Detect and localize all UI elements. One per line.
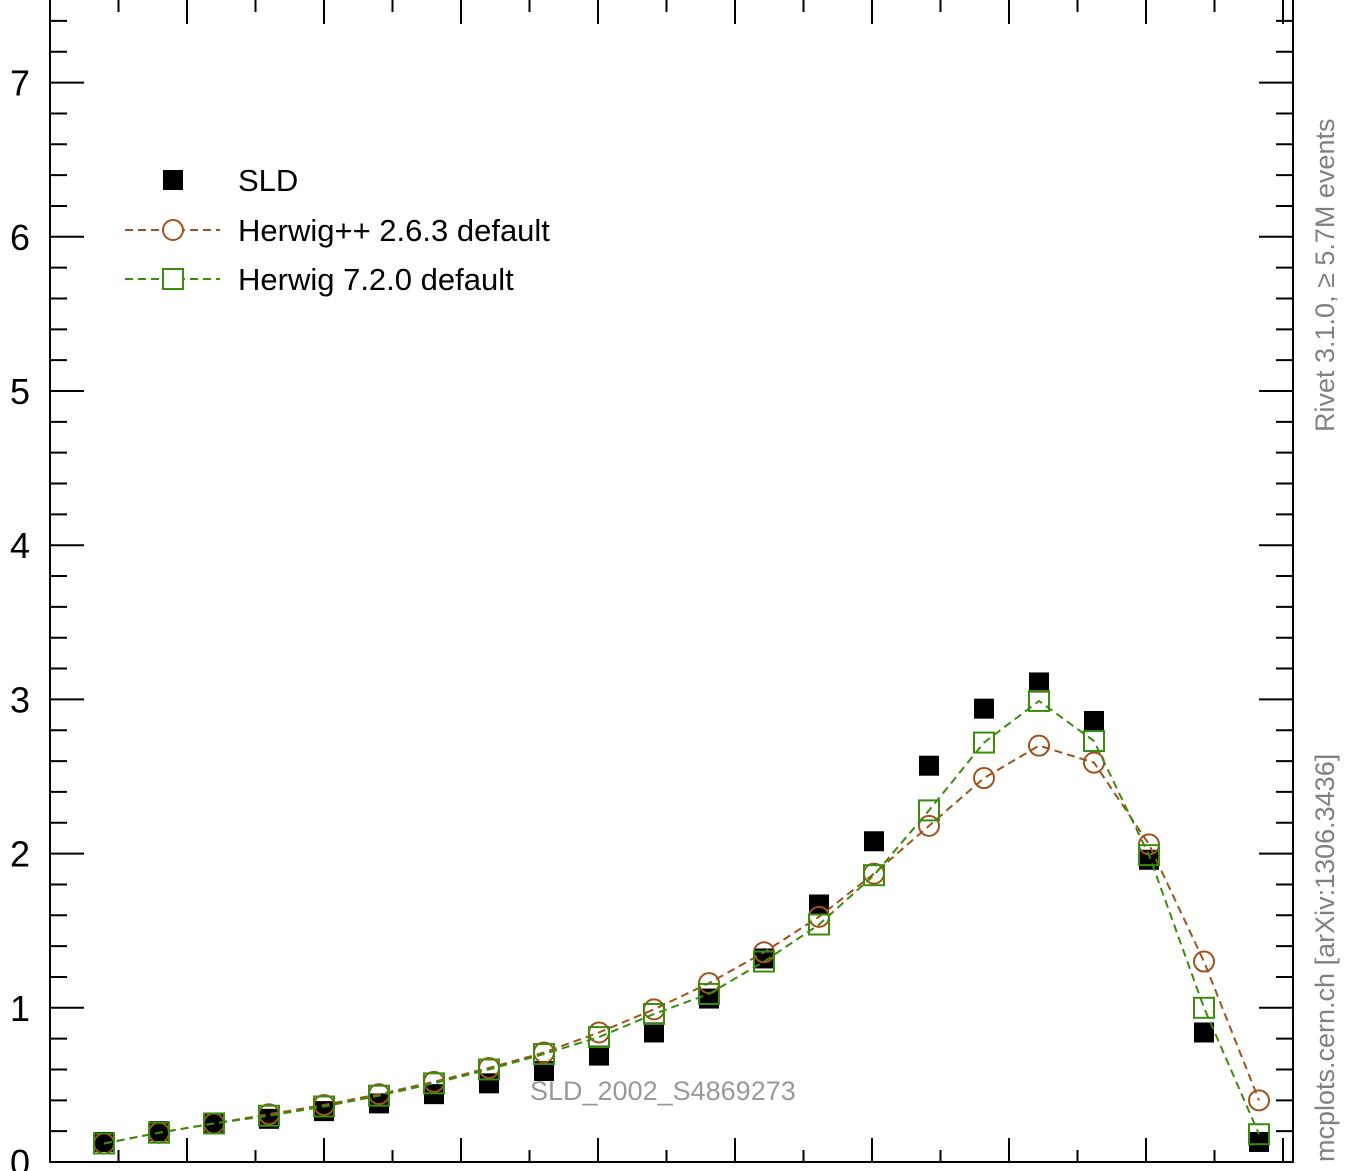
data-series	[93, 672, 1270, 1155]
data-point	[149, 1121, 169, 1142]
series-line	[103, 744, 1260, 1145]
legend-label: Herwig++ 2.6.3 default	[238, 213, 550, 248]
data-point	[918, 814, 940, 837]
legend: SLD Herwig++ 2.6.3 default Herwig 7.2.0 de…	[125, 163, 550, 297]
data-point	[534, 1061, 554, 1082]
y-tick-label: 7	[10, 63, 30, 104]
data-point	[148, 1121, 170, 1144]
y-tick-label: 6	[10, 217, 30, 258]
data-point	[94, 1131, 114, 1152]
y-tick-label: 3	[10, 679, 30, 720]
y-tick-label: 2	[10, 834, 30, 875]
legend-label: SLD	[238, 163, 298, 198]
plot-border	[49, 0, 1294, 1163]
data-point	[533, 1043, 555, 1066]
data-point	[423, 1072, 445, 1095]
data-point	[644, 1022, 664, 1043]
legend-label: Herwig 7.2.0 default	[238, 262, 514, 297]
data-point	[368, 1084, 390, 1107]
series-line	[103, 699, 1260, 1145]
y-tick-label: 1	[10, 988, 30, 1029]
data-point	[258, 1104, 280, 1127]
data-point	[1028, 689, 1050, 712]
data-point	[809, 894, 829, 915]
axis-ticks	[49, 0, 1293, 1163]
data-point	[1193, 950, 1215, 973]
data-point	[1084, 710, 1104, 731]
data-point	[1248, 1123, 1270, 1146]
mcplots-reference-label: mcplots.cern.ch [arXiv:1306.3436]	[1310, 753, 1340, 1162]
data-point	[1248, 1089, 1270, 1112]
data-point	[1249, 1131, 1269, 1152]
data-point	[919, 755, 939, 776]
data-point	[973, 731, 995, 754]
data-point	[1193, 996, 1215, 1019]
y-tick-labels: 0 1 2 3 4 5 6 7	[10, 63, 30, 1171]
data-point	[643, 1002, 665, 1025]
data-point	[1029, 672, 1049, 693]
data-point	[753, 950, 775, 973]
data-point	[479, 1073, 499, 1094]
y-tick-label: 4	[10, 525, 30, 566]
data-point	[1194, 1022, 1214, 1043]
legend-marker	[163, 170, 183, 190]
data-point	[589, 1045, 609, 1066]
data-point	[1028, 734, 1050, 757]
data-point	[863, 864, 885, 887]
data-point	[1083, 730, 1105, 753]
data-point	[973, 767, 995, 790]
rivet-version-label: Rivet 3.1.0, ≥ 5.7M events	[1310, 118, 1340, 432]
data-point	[313, 1095, 335, 1118]
data-point	[698, 982, 720, 1005]
data-point	[93, 1132, 115, 1155]
legend-marker	[162, 268, 184, 290]
data-point	[478, 1058, 500, 1081]
data-point	[203, 1112, 225, 1135]
series-2	[93, 689, 1270, 1155]
data-point	[918, 799, 940, 822]
data-point	[974, 698, 994, 719]
plot-frame	[49, 0, 1294, 1163]
series-0	[94, 672, 1269, 1152]
data-point	[588, 1026, 610, 1049]
analysis-id-annotation: SLD_2002_S4869273	[530, 1076, 796, 1106]
y-tick-label: 5	[10, 371, 30, 412]
legend-marker	[162, 219, 184, 241]
data-point	[808, 913, 830, 936]
y-tick-label: 0	[10, 1142, 30, 1171]
data-point	[1138, 844, 1160, 867]
data-point	[864, 831, 884, 852]
